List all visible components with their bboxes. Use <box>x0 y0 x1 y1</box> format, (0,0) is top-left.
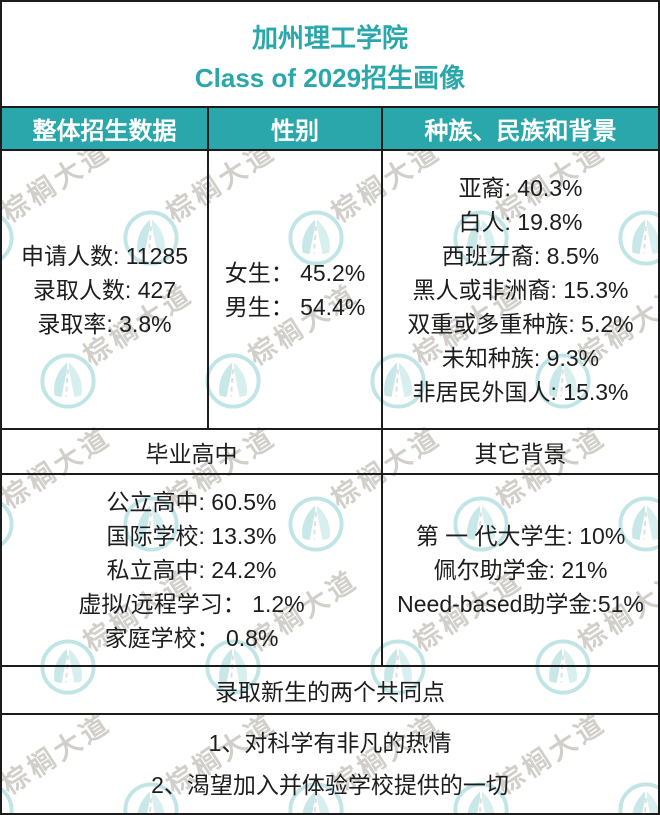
stat-female: 女生： 45.2% <box>224 259 366 286</box>
overall-stats-cell: 申请人数: 11285 录取人数: 427 录取率: 3.8% <box>2 149 207 428</box>
stat-international: 非居民外国人: 15.3% <box>412 378 629 405</box>
common-points-cell: 1、对科学有非凡的热情 2、渴望加入并体验学校提供的一切 <box>2 713 658 813</box>
stat-public-hs: 公立高中: 60.5% <box>106 489 277 515</box>
stat-asian: 亚裔: 40.3% <box>458 174 583 201</box>
other-background-cell: 第 一 代大学生: 10% 佩尔助学金: 21% Need-based助学金:5… <box>381 473 658 665</box>
stat-unknown-race: 未知种族: 9.3% <box>441 344 600 371</box>
stat-first-gen: 第 一 代大学生: 10% <box>415 523 626 549</box>
stat-applicants: 申请人数: 11285 <box>20 242 189 269</box>
stat-admitted: 录取人数: 427 <box>32 276 177 303</box>
subheader-high-school: 毕业高中 <box>2 428 381 473</box>
admissions-table: 整体招生数据 性别 种族、民族和背景 申请人数: 11285 录取人数: 427… <box>2 106 658 813</box>
stat-international-school: 国际学校: 13.3% <box>106 523 277 549</box>
subheader-other-background: 其它背景 <box>381 428 658 473</box>
high-school-cell: 公立高中: 60.5% 国际学校: 13.3% 私立高中: 24.2% 虚拟/远… <box>2 473 381 665</box>
gender-cell: 女生： 45.2% 男生： 54.4% <box>207 149 381 428</box>
stat-homeschool: 家庭学校： 0.8% <box>104 625 279 651</box>
common-point-2: 2、渴望加入并体验学校提供的一切 <box>151 772 509 798</box>
stat-admit-rate: 录取率: 3.8% <box>37 310 172 337</box>
title-line-class: Class of 2029招生画像 <box>194 63 466 93</box>
stat-hispanic: 西班牙裔: 8.5% <box>441 242 600 269</box>
common-points-header: 录取新生的两个共同点 <box>2 665 658 713</box>
title-line-university: 加州理工学院 <box>251 23 408 53</box>
stat-male: 男生： 54.4% <box>224 293 366 320</box>
ethnicity-cell: 亚裔: 40.3% 白人: 19.8% 西班牙裔: 8.5% 黑人或非洲裔: 1… <box>381 149 658 428</box>
col-header-ethnicity: 种族、民族和背景 <box>381 106 658 149</box>
stat-white: 白人: 19.8% <box>458 208 583 235</box>
page-title: 加州理工学院 Class of 2029招生画像 <box>2 2 658 106</box>
col-header-overall: 整体招生数据 <box>2 106 207 149</box>
common-point-1: 1、对科学有非凡的热情 <box>208 730 452 756</box>
stat-black: 黑人或非洲裔: 15.3% <box>412 276 629 303</box>
stat-need-based: Need-based助学金:51% <box>397 591 644 617</box>
stat-private-hs: 私立高中: 24.2% <box>106 557 277 583</box>
col-header-gender: 性别 <box>207 106 381 149</box>
stat-multiracial: 双重或多重种族: 5.2% <box>407 310 634 337</box>
stat-virtual-learning: 虚拟/远程学习： 1.2% <box>78 591 305 617</box>
stat-pell-grant: 佩尔助学金: 21% <box>433 557 608 583</box>
